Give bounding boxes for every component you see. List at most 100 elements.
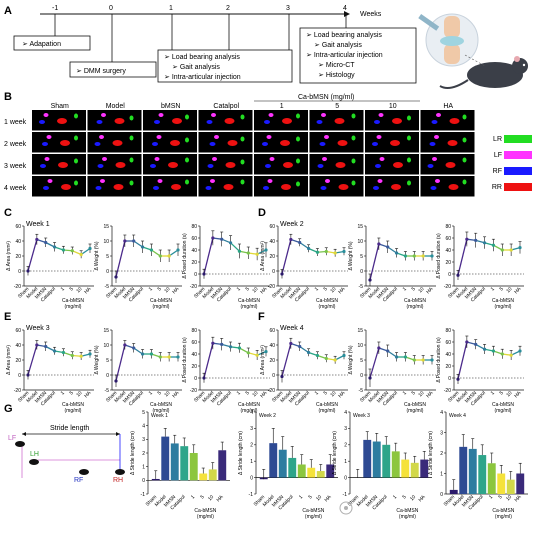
x-group-label: Ca-bMSN (238, 402, 260, 408)
y-axis-label: Δ Weight (%) (94, 241, 100, 270)
footprint-rf-icon (153, 186, 159, 190)
footprint-rr-icon (227, 140, 238, 146)
x-tick-label: 5 (244, 390, 250, 396)
data-point (237, 346, 242, 350)
footprint-lf-icon (211, 113, 216, 117)
panel-a-letter: A (4, 5, 12, 17)
footprint-lr-icon (462, 137, 467, 143)
y-tick-label: 3 (250, 426, 253, 432)
footprint-rr-icon (171, 184, 181, 190)
footprint-lf-icon (101, 113, 106, 117)
y-tick-label: 10 (357, 343, 363, 349)
data-point (79, 252, 83, 257)
y-tick-label: 2 (142, 451, 145, 457)
y-tick-label: 20 (191, 364, 197, 370)
footprint-lr-icon (407, 157, 411, 163)
x-tick-label: 5 (322, 286, 328, 292)
series-line-segment (369, 243, 380, 281)
data-point (430, 254, 434, 258)
x-unit-label: (mg/ml) (197, 514, 214, 520)
series-line-segment (133, 347, 143, 355)
footprint-lf-icon (46, 135, 52, 139)
data-point (324, 249, 328, 254)
panel-week-title: Week 1 (26, 221, 50, 228)
ca-bmsn-header: Ca-bMSN (mg/ml) (298, 94, 354, 101)
bar (372, 441, 381, 478)
tick-label-0: 0 (109, 5, 113, 12)
bar (516, 473, 525, 494)
y-tick-label: 2 (250, 443, 253, 449)
y-tick-label: 4 (142, 423, 145, 429)
bar (382, 444, 391, 478)
data-point (412, 358, 416, 362)
y-axis-label: Δ Area (mm²) (260, 345, 266, 375)
bar (161, 436, 170, 481)
footprint-rf-icon (39, 120, 45, 124)
paw-label-lf: LF (8, 435, 16, 442)
x-tick-label: HA (171, 286, 181, 296)
footprint-rr-icon (393, 162, 403, 168)
footprint-rr-icon (449, 118, 460, 124)
footprint-rf-icon (206, 120, 213, 124)
y-tick-label: 80 (445, 328, 451, 334)
x-unit-label: (mg/ml) (65, 304, 82, 310)
footprint-rr-icon (282, 118, 292, 124)
footprint-lr-icon (296, 136, 300, 142)
footprint-lr-icon (129, 180, 134, 186)
x-tick-label: HA (83, 286, 93, 296)
footprint-lr-icon (296, 181, 300, 187)
footprint-rf-icon (373, 186, 379, 190)
x-tick-label: HA (425, 286, 435, 296)
line-chart: Δ Weight (%)-5051015ShamModelbMSNCatalpo… (94, 328, 182, 414)
footprint-cell (87, 154, 142, 175)
tick-label-1: 1 (169, 5, 173, 12)
panel-letter: E (4, 311, 11, 323)
chart-week-title: Week 1 (151, 413, 168, 419)
line-chart: Δ Area (mm²)-200204060ShamModelbMSNCatal… (260, 224, 348, 310)
data-point (298, 344, 302, 349)
y-tick-label: 20 (445, 364, 451, 370)
data-point (246, 351, 250, 355)
x-tick-label: 5 (68, 390, 74, 396)
y-tick-label: 60 (15, 224, 21, 230)
x-tick-label: HA (324, 494, 334, 504)
footprint-rr-icon (112, 140, 123, 146)
y-tick-label: 40 (15, 343, 21, 349)
footprint-lf-icon (378, 113, 384, 117)
bar (278, 449, 287, 478)
x-group-label: Ca-bMSN (62, 402, 84, 408)
x-tick-label: 5 (156, 390, 162, 396)
y-tick-label: 40 (191, 352, 197, 358)
footprint-cell (87, 110, 142, 131)
x-tick-label: 5 (410, 286, 416, 292)
panel-letter: D (258, 207, 266, 219)
footprint-cell (365, 154, 419, 175)
y-tick-label: 0 (106, 373, 109, 379)
data-point (500, 248, 504, 252)
y-tick-label: 3 (142, 437, 145, 443)
data-point (211, 236, 215, 240)
watermark-logo (339, 501, 353, 515)
x-tick-label: 5 (497, 494, 503, 500)
legend-swatch (504, 151, 532, 159)
bar-chart: Δ Stride length (cm)Week 1-1012345ShamMo… (130, 410, 230, 520)
y-tick-label: 40 (445, 352, 451, 358)
x-unit-label: (mg/ml) (241, 408, 258, 414)
data-point (26, 373, 30, 377)
footprint-rf-icon (431, 120, 438, 124)
data-point (35, 343, 39, 347)
y-tick-label: -20 (268, 388, 275, 394)
bar (487, 463, 496, 494)
footprint-cell (198, 132, 253, 153)
bar (410, 462, 419, 478)
data-point (26, 269, 30, 273)
column-label: bMSN (161, 103, 180, 110)
data-point (456, 273, 460, 277)
data-point (386, 245, 390, 249)
bar (391, 451, 400, 478)
x-tick-label: 1 (488, 494, 494, 500)
footprint-cell (254, 110, 308, 131)
footprint-rr-icon (335, 162, 346, 168)
footprint-rf-icon (43, 186, 49, 190)
data-point (140, 245, 145, 249)
